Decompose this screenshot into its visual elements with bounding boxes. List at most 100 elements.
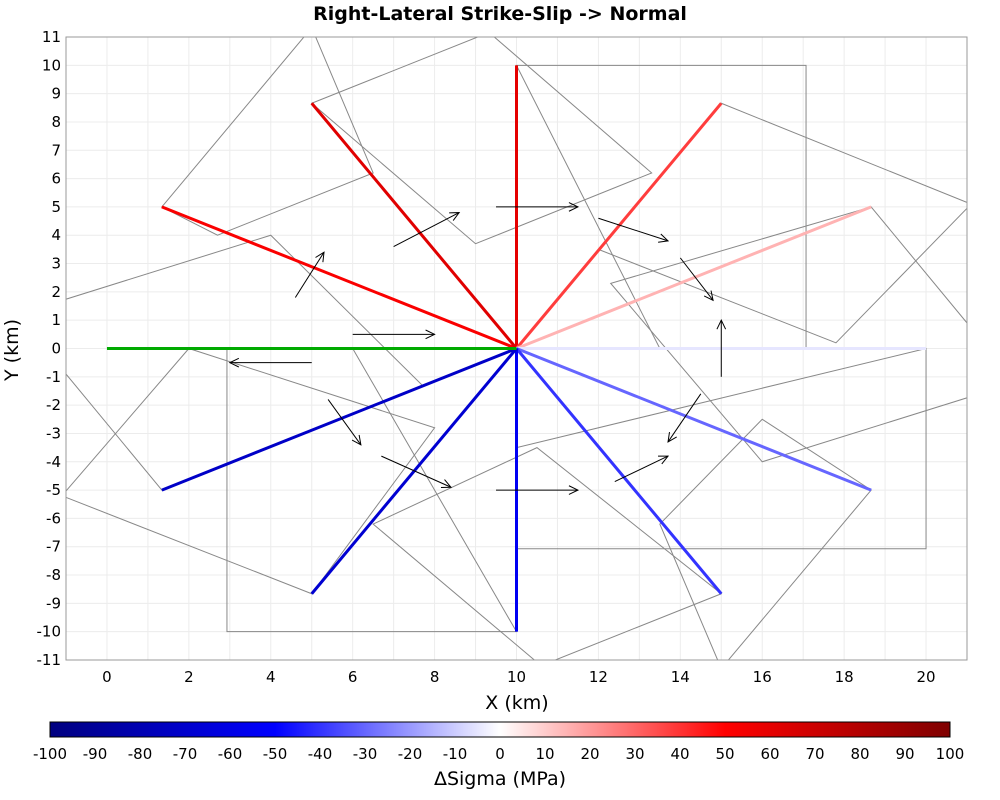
slip-arrow xyxy=(381,455,453,489)
colorbar-tick-label: -100 xyxy=(33,745,67,763)
y-axis-label: Y (km) xyxy=(1,319,23,382)
y-tick-label: -5 xyxy=(46,481,61,499)
colorbar-gradient xyxy=(49,721,951,738)
colorbar-tick-label: 100 xyxy=(936,745,965,763)
fault-trace xyxy=(515,102,723,350)
fault-trace xyxy=(515,347,723,595)
slip-arrows xyxy=(228,202,727,495)
fault-plane xyxy=(310,37,653,245)
colorbar-tick-label: 30 xyxy=(625,745,644,763)
slip-arrow-shaft xyxy=(294,251,325,298)
y-tick-label: -7 xyxy=(46,538,61,556)
x-tick-label: 8 xyxy=(430,668,440,686)
colorbar-tick-label: -70 xyxy=(173,745,198,763)
x-tick-label: 12 xyxy=(589,668,608,686)
fault-plane xyxy=(609,206,967,463)
slip-arrow-head xyxy=(228,357,240,368)
y-tick-label: -9 xyxy=(46,594,61,612)
x-tick-label: 0 xyxy=(102,668,112,686)
fault-plane xyxy=(597,102,967,344)
colorbar: -100 -90 -80 -70 -60 -50 -40 -30 -20 -10 0 10 20 30 40… xyxy=(33,721,964,790)
y-tick-label: -4 xyxy=(46,453,61,471)
slip-arrow xyxy=(496,202,580,212)
colorbar-ticks: -100 -90 -80 -70 -60 -50 -40 -30 -20 -10 0 10 20 30 40… xyxy=(33,745,964,763)
colorbar-tick-label: -30 xyxy=(353,745,378,763)
y-tick-label: 2 xyxy=(51,283,61,301)
slip-arrow-shaft xyxy=(667,393,702,443)
slip-arrow xyxy=(598,217,670,243)
fault-plane xyxy=(659,418,872,660)
colorbar-tick-label: -10 xyxy=(443,745,468,763)
x-tick-label: 2 xyxy=(184,668,194,686)
colorbar-tick-label: -80 xyxy=(128,745,153,763)
slip-arrow xyxy=(294,251,325,298)
slip-arrow xyxy=(352,329,436,340)
y-tick-label: 8 xyxy=(51,113,61,131)
x-tick-label: 10 xyxy=(507,668,526,686)
fault-trace xyxy=(161,205,518,350)
slip-arrow-head xyxy=(351,434,362,446)
colorbar-tick-label: 70 xyxy=(805,745,824,763)
y-tick-label: -11 xyxy=(37,651,62,669)
y-tick-label: -1 xyxy=(46,368,61,386)
fault-plane xyxy=(372,447,723,660)
slip-arrow-shaft xyxy=(679,257,714,301)
slip-arrow-head xyxy=(658,233,670,243)
slip-arrow-shaft xyxy=(381,455,452,488)
fault-trace xyxy=(161,347,518,492)
x-tick-label: 4 xyxy=(266,668,276,686)
x-tick-label: 16 xyxy=(753,668,772,686)
slip-arrow-head xyxy=(449,212,461,221)
y-tick-label: -3 xyxy=(46,424,61,442)
colorbar-tick-label: 10 xyxy=(535,745,554,763)
slip-arrow xyxy=(679,257,714,302)
slip-arrow-head xyxy=(568,485,580,495)
colorbar-tick-label: 40 xyxy=(670,745,689,763)
colorbar-tick-label: -50 xyxy=(263,745,288,763)
colorbar-tick-label: 90 xyxy=(895,745,914,763)
slip-arrow xyxy=(716,319,727,377)
colorbar-tick-label: -40 xyxy=(308,745,333,763)
x-tick-label: 6 xyxy=(348,668,358,686)
y-tick-label: 11 xyxy=(42,28,61,46)
colorbar-tick-label: 0 xyxy=(495,745,505,763)
y-tick-label: -8 xyxy=(46,566,61,584)
y-tick-label: 10 xyxy=(42,56,61,74)
colorbar-tick-label: -60 xyxy=(218,745,243,763)
slip-arrow xyxy=(614,455,670,483)
slip-arrow xyxy=(228,357,312,368)
x-tick-label: 20 xyxy=(916,668,935,686)
y-tick-label: 0 xyxy=(51,340,61,358)
fault-trace xyxy=(515,205,872,350)
fault-plane xyxy=(66,234,424,491)
fault-plane xyxy=(161,37,374,236)
slip-arrow-shaft xyxy=(598,217,669,242)
plot-frame xyxy=(65,36,968,661)
y-tick-label: -6 xyxy=(46,509,61,527)
slip-arrow xyxy=(393,212,461,247)
slip-arrow-shaft xyxy=(614,455,669,483)
slip-arrow-head xyxy=(658,455,670,465)
slip-arrow-head xyxy=(716,319,727,330)
fault-plane xyxy=(66,347,436,595)
slip-arrow xyxy=(667,393,702,443)
slip-arrow-head xyxy=(425,329,436,340)
colorbar-label: ΔSigma (MPa) xyxy=(434,768,566,790)
x-tick-label: 18 xyxy=(835,668,854,686)
x-axis-ticks: 0 2 4 6 8 10 12 14 16 18 20 xyxy=(102,668,935,686)
slip-arrow-shaft xyxy=(393,212,460,247)
colorbar-tick-label: 80 xyxy=(850,745,869,763)
colorbar-tick-label: 60 xyxy=(760,745,779,763)
x-tick-label: 14 xyxy=(671,668,690,686)
y-tick-label: -10 xyxy=(37,623,62,641)
colorbar-tick-label: 50 xyxy=(715,745,734,763)
y-tick-label: 4 xyxy=(51,226,61,244)
slip-arrow-shaft xyxy=(327,399,362,446)
colorbar-tick-label: 20 xyxy=(580,745,599,763)
slip-arrow-head xyxy=(568,202,580,212)
colorbar-tick-label: -90 xyxy=(83,745,108,763)
y-tick-label: 3 xyxy=(51,255,61,273)
y-tick-label: 9 xyxy=(51,85,61,103)
